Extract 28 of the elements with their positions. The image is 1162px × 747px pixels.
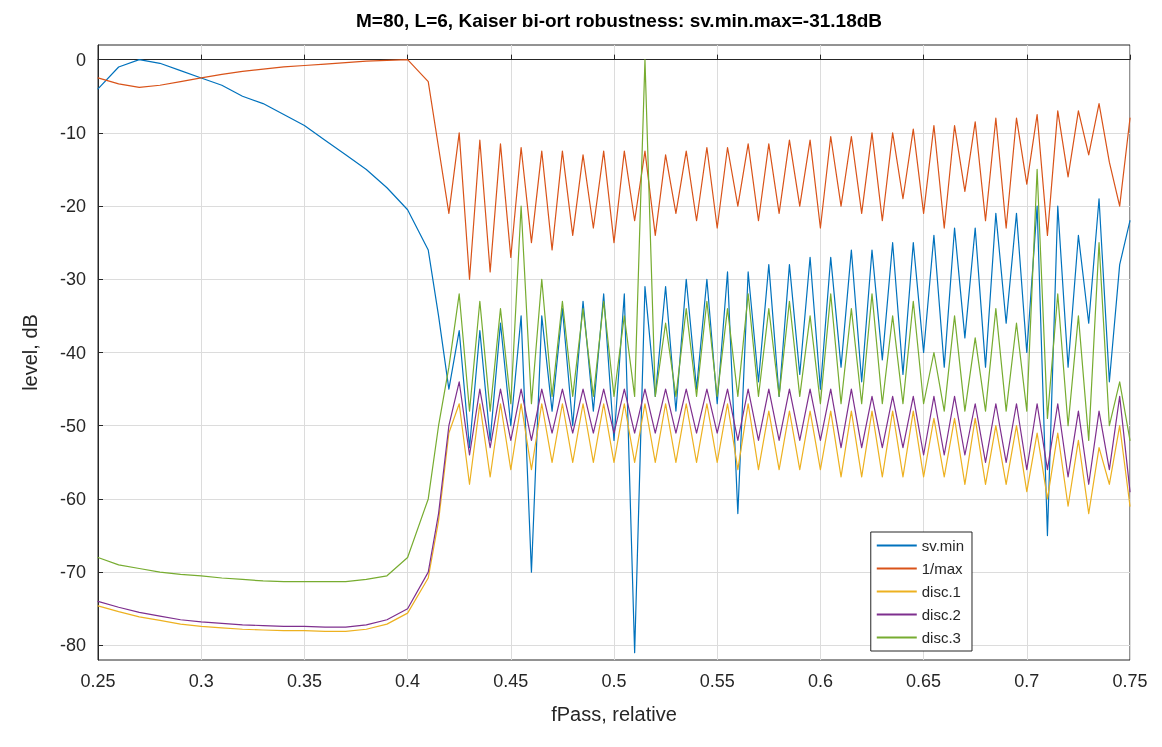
y-axis-title: level, dB [19, 314, 41, 391]
x-tick-label: 0.55 [699, 671, 735, 691]
y-tick-label: -40 [59, 342, 86, 363]
y-tick-label: -70 [59, 562, 86, 583]
x-tick-label: 0.35 [286, 671, 322, 691]
x-tick-label: 0.4 [395, 671, 421, 691]
x-tick-label: 0.45 [493, 671, 529, 691]
legend-label: disc.2 [921, 606, 961, 623]
x-tick-label: 0.65 [906, 671, 942, 691]
x-tick-label: 0.75 [1112, 671, 1148, 691]
x-tick-label: 0.3 [188, 671, 214, 691]
legend-label: 1/max [921, 560, 964, 577]
legend-label: disc.3 [921, 629, 961, 646]
x-tick-label: 0.6 [807, 671, 833, 691]
chart-title: M=80, L=6, Kaiser bi-ort robustness: sv.min.max=-31.18dB [355, 10, 883, 31]
y-tick-label: 0 [75, 49, 86, 70]
x-axis-title: fPass, relative [551, 703, 677, 725]
legend-label: disc.1 [921, 583, 961, 600]
y-tick-label: -50 [59, 415, 86, 436]
y-tick-label: -30 [59, 269, 86, 290]
legend-label: sv.min [921, 537, 965, 554]
x-tick-label: 0.5 [601, 671, 627, 691]
x-tick-label: 0.7 [1014, 671, 1040, 691]
x-tick-label: 0.25 [80, 671, 116, 691]
y-tick-label: -10 [59, 122, 86, 143]
y-tick-label: -60 [59, 488, 86, 509]
y-tick-label: -80 [59, 635, 86, 656]
y-tick-label: -20 [59, 196, 86, 217]
